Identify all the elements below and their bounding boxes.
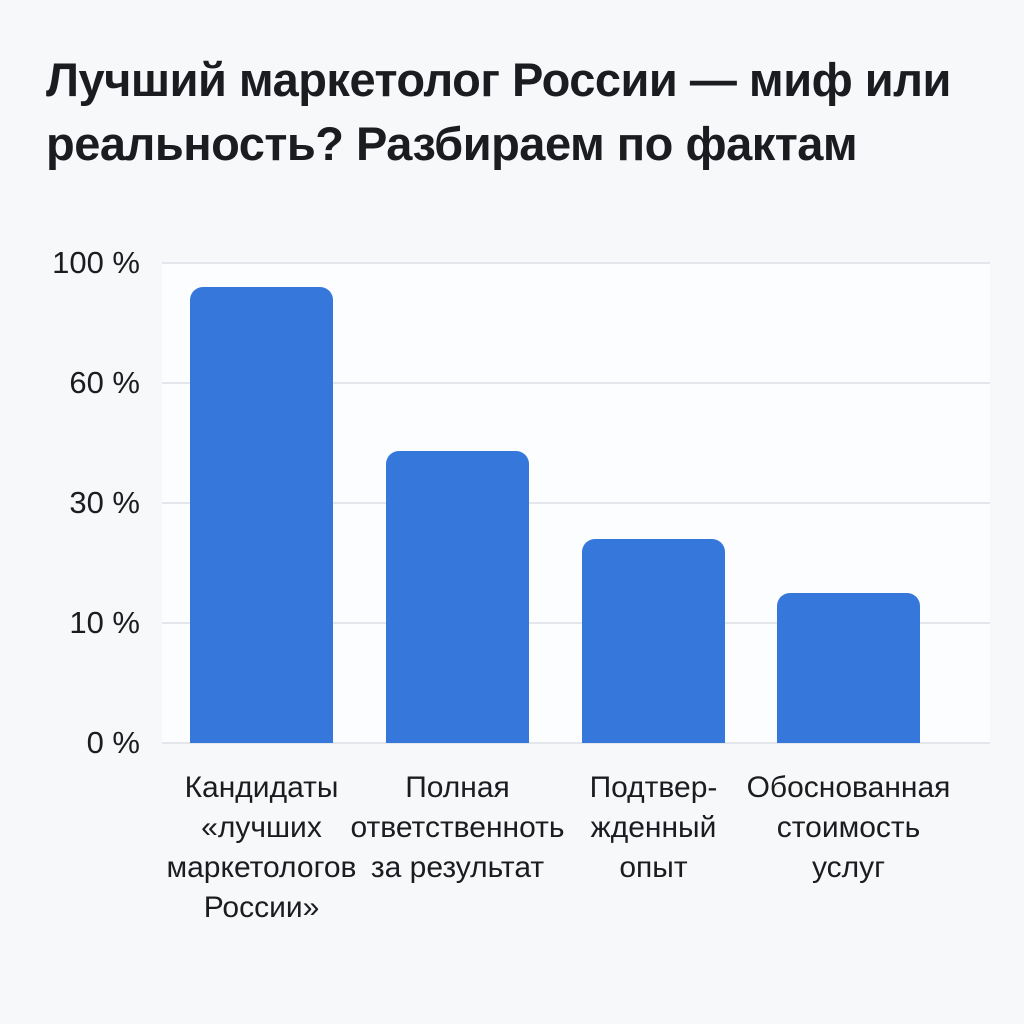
bar [190,287,333,743]
baseline-gridline [162,742,990,744]
x-axis-label: Полная ответственноть за результат [350,771,565,884]
y-tick-label: 10 % [69,605,140,640]
x-axis-label: Обоснованная стоимость услуг [746,771,951,884]
gridline [162,622,990,624]
chart-title: Лучший маркетолог России — миф или реаль… [46,53,951,170]
x-axis-label: Кандидаты «лучших маркетологов России» [166,771,357,924]
y-tick-label: 60 % [69,365,140,400]
bar [582,539,725,743]
x-axis-label: Подтвер- жденный опыт [589,771,718,884]
y-tick-label: 30 % [69,485,140,520]
gridline [162,382,990,384]
bar [777,593,920,743]
y-tick-label: 100 % [52,245,140,280]
y-tick-label: 0 % [86,725,140,760]
gridline [162,262,990,264]
bar [386,451,529,743]
gridline [162,502,990,504]
